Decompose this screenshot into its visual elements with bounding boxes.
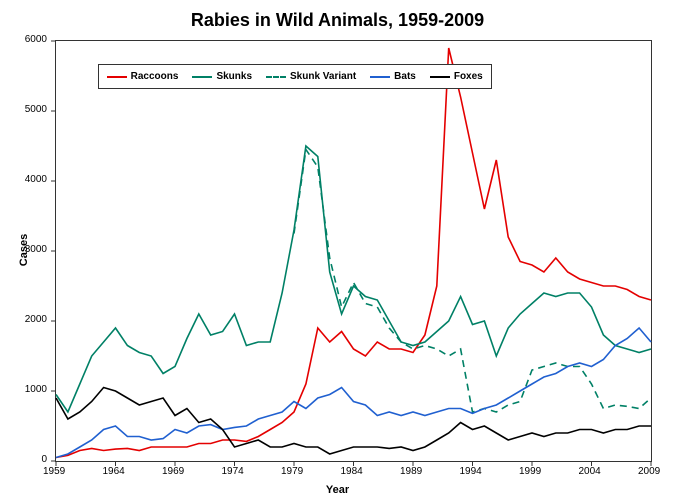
series-foxes	[56, 388, 651, 455]
legend-item: Bats	[370, 71, 416, 82]
x-tick-label: 1979	[281, 466, 303, 477]
series-bats	[56, 328, 651, 458]
legend-item: Skunks	[192, 71, 252, 82]
legend-label: Bats	[394, 71, 416, 82]
chart-svg	[56, 41, 651, 461]
legend-swatch	[370, 76, 390, 78]
legend-item: Skunk Variant	[266, 71, 356, 82]
y-tick-label: 6000	[25, 34, 47, 45]
chart-title: Rabies in Wild Animals, 1959-2009	[0, 10, 675, 31]
x-axis-label: Year	[0, 484, 675, 496]
chart-container: Rabies in Wild Animals, 1959-2009 Cases …	[0, 0, 675, 500]
legend-label: Foxes	[454, 71, 483, 82]
y-tick-label: 0	[41, 454, 47, 465]
x-tick-label: 1989	[400, 466, 422, 477]
x-tick-label: 1974	[222, 466, 244, 477]
plot-area: Raccoons Skunks Skunk Variant Bats Foxes	[55, 40, 652, 462]
legend-label: Skunk Variant	[290, 71, 356, 82]
legend-swatch	[107, 76, 127, 78]
y-tick-label: 2000	[25, 314, 47, 325]
legend-box: Raccoons Skunks Skunk Variant Bats Foxes	[98, 64, 492, 89]
legend-swatch	[266, 76, 286, 78]
y-tick-label: 4000	[25, 174, 47, 185]
legend-label: Skunks	[216, 71, 252, 82]
series-skunk-variant	[294, 150, 651, 413]
y-tick-label: 1000	[25, 384, 47, 395]
x-tick-label: 1984	[341, 466, 363, 477]
x-tick-label: 2009	[638, 466, 660, 477]
x-tick-label: 1959	[43, 466, 65, 477]
legend-item: Foxes	[430, 71, 483, 82]
x-tick-label: 2004	[579, 466, 601, 477]
legend-label: Raccoons	[131, 71, 179, 82]
legend-item: Raccoons	[107, 71, 179, 82]
x-tick-label: 1994	[460, 466, 482, 477]
series-skunks	[56, 146, 651, 412]
legend-swatch	[192, 76, 212, 78]
legend-swatch	[430, 76, 450, 78]
x-tick-label: 1999	[519, 466, 541, 477]
x-tick-label: 1969	[162, 466, 184, 477]
x-tick-label: 1964	[103, 466, 125, 477]
y-tick-label: 3000	[25, 244, 47, 255]
series-raccoons	[56, 48, 651, 458]
y-tick-label: 5000	[25, 104, 47, 115]
